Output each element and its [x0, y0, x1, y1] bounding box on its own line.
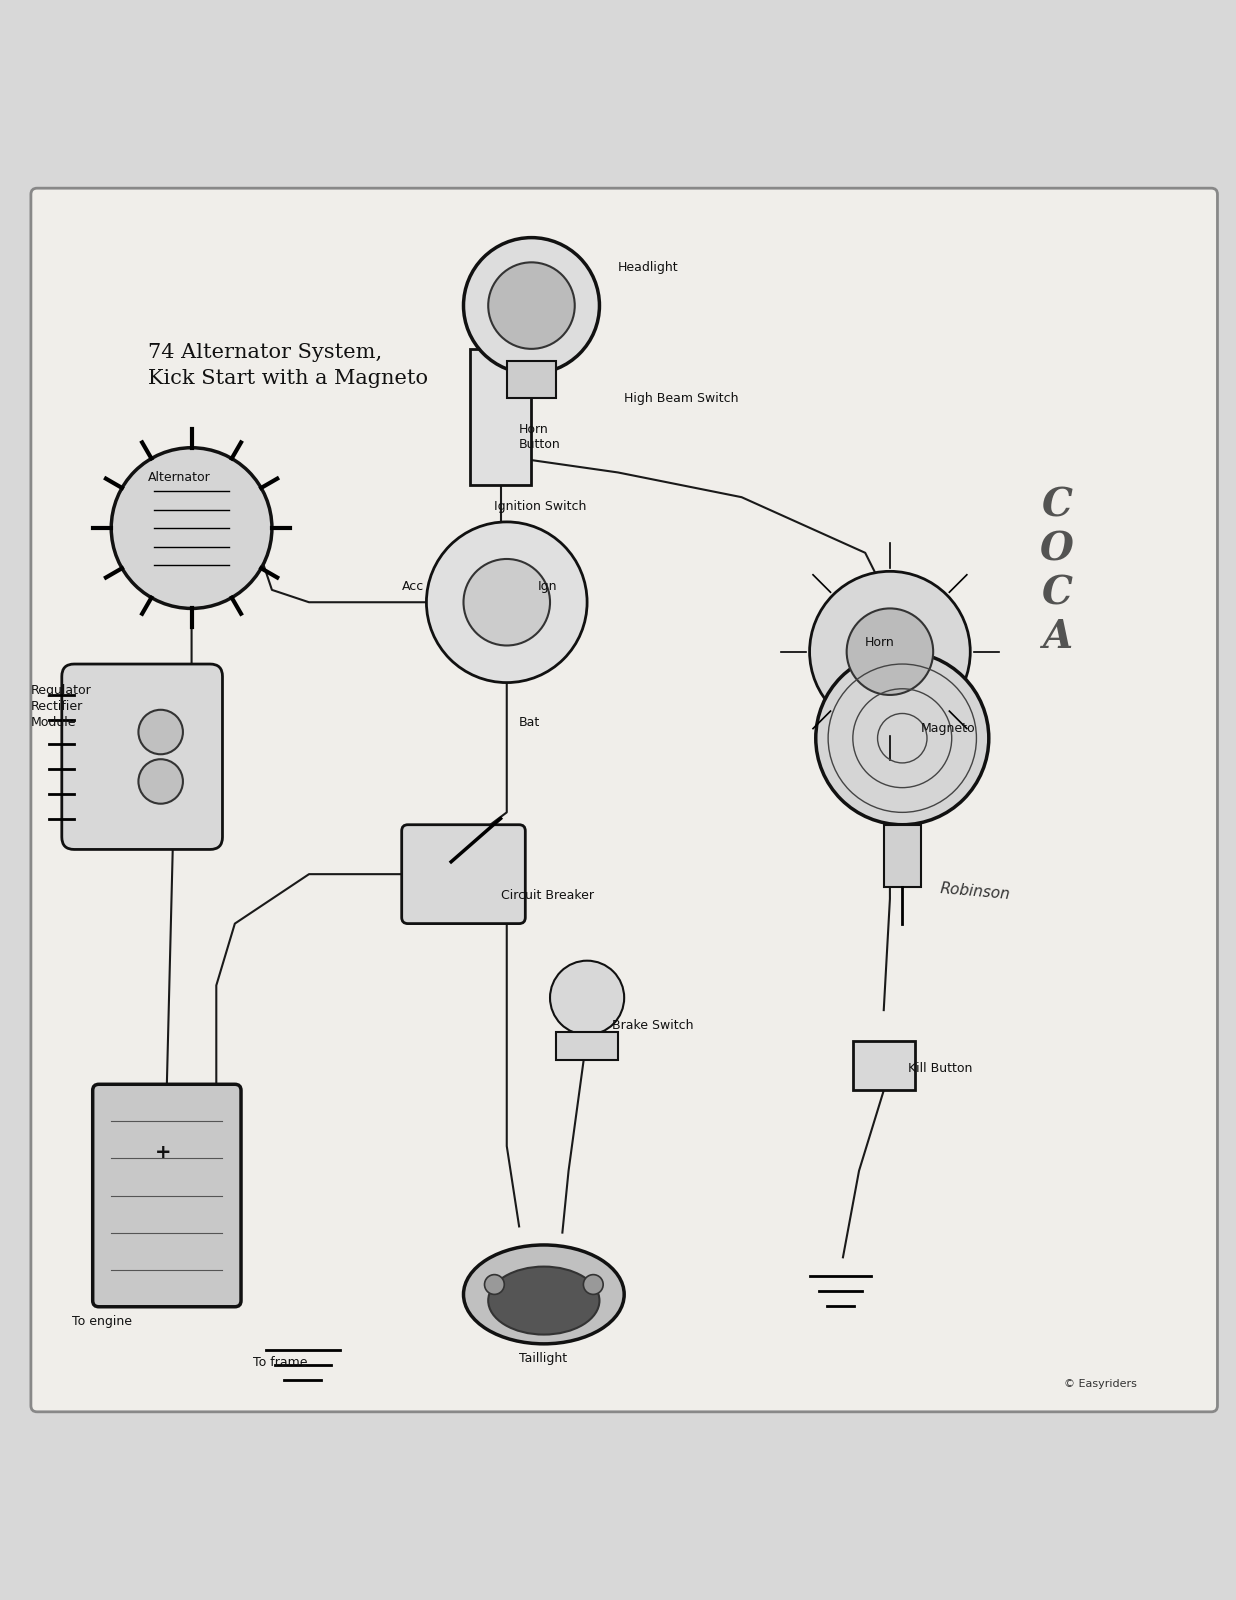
Bar [470, 349, 531, 485]
FancyBboxPatch shape [31, 189, 1217, 1411]
Circle shape [485, 1275, 504, 1294]
Circle shape [464, 558, 550, 645]
Text: Horn: Horn [865, 635, 895, 648]
Ellipse shape [464, 1245, 624, 1344]
Circle shape [550, 960, 624, 1035]
Circle shape [488, 262, 575, 349]
Ellipse shape [488, 1267, 599, 1334]
Circle shape [816, 651, 989, 824]
Circle shape [138, 710, 183, 754]
Text: Magneto: Magneto [921, 722, 975, 734]
Text: 74 Alternator System,
Kick Start with a Magneto: 74 Alternator System, Kick Start with a … [148, 342, 429, 389]
Bar [884, 824, 921, 886]
Circle shape [810, 571, 970, 733]
Text: Taillight: Taillight [519, 1352, 567, 1365]
Text: +: + [154, 1144, 171, 1163]
Text: Kill Button: Kill Button [908, 1062, 973, 1075]
Text: Ign: Ign [538, 579, 557, 594]
Text: Horn
Button: Horn Button [519, 422, 561, 451]
Circle shape [847, 608, 933, 694]
Text: Bat: Bat [519, 715, 540, 730]
Circle shape [138, 760, 183, 803]
Bar [507, 362, 556, 398]
Text: © Easyriders: © Easyriders [1064, 1379, 1137, 1389]
Bar [853, 1042, 915, 1091]
Text: Ignition Switch: Ignition Switch [494, 499, 587, 512]
Text: To engine: To engine [72, 1315, 132, 1328]
Text: To frame: To frame [253, 1357, 308, 1370]
Text: Regulator
Rectifier
Module: Regulator Rectifier Module [31, 683, 91, 730]
Text: Alternator: Alternator [148, 470, 211, 485]
Circle shape [464, 238, 599, 373]
Bar [556, 1032, 618, 1059]
FancyBboxPatch shape [62, 664, 222, 850]
Circle shape [426, 522, 587, 683]
Text: C
O
C
A: C O C A [1039, 486, 1074, 656]
FancyBboxPatch shape [402, 824, 525, 923]
Text: Acc: Acc [402, 579, 424, 594]
Text: Brake Switch: Brake Switch [612, 1019, 693, 1032]
FancyBboxPatch shape [93, 1085, 241, 1307]
Text: High Beam Switch: High Beam Switch [624, 392, 739, 405]
Circle shape [583, 1275, 603, 1294]
Text: Robinson: Robinson [939, 880, 1011, 902]
Text: Headlight: Headlight [618, 261, 679, 274]
Circle shape [111, 448, 272, 608]
Text: Circuit Breaker: Circuit Breaker [501, 890, 593, 902]
